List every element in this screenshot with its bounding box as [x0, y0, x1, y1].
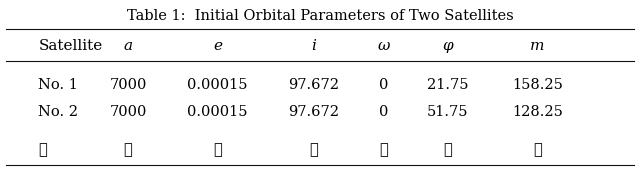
Text: 158.25: 158.25 — [512, 78, 563, 92]
Text: a: a — [124, 39, 132, 53]
Text: i: i — [311, 39, 316, 53]
Text: 0.00015: 0.00015 — [188, 78, 248, 92]
Text: Table 1:  Initial Orbital Parameters of Two Satellites: Table 1: Initial Orbital Parameters of T… — [127, 9, 513, 23]
Text: 21.75: 21.75 — [428, 78, 468, 92]
Text: No. 2: No. 2 — [38, 106, 79, 119]
Text: ⋯: ⋯ — [533, 144, 542, 157]
Text: 51.75: 51.75 — [428, 106, 468, 119]
Text: φ: φ — [443, 39, 453, 53]
Text: ⋯: ⋯ — [309, 144, 318, 157]
Text: m: m — [531, 39, 545, 53]
Text: 0: 0 — [380, 78, 388, 92]
Text: 97.672: 97.672 — [288, 106, 339, 119]
Text: Satellite: Satellite — [38, 39, 102, 53]
Text: ⋯: ⋯ — [444, 144, 452, 157]
Text: ⋯: ⋯ — [213, 144, 222, 157]
Text: ω: ω — [378, 39, 390, 53]
Text: 7000: 7000 — [109, 78, 147, 92]
Text: 128.25: 128.25 — [512, 106, 563, 119]
Text: 0.00015: 0.00015 — [188, 106, 248, 119]
Text: 97.672: 97.672 — [288, 78, 339, 92]
Text: ⋯: ⋯ — [380, 144, 388, 157]
Text: 0: 0 — [380, 106, 388, 119]
Text: 7000: 7000 — [109, 106, 147, 119]
Text: ⋯: ⋯ — [38, 144, 47, 157]
Text: ⋯: ⋯ — [124, 144, 132, 157]
Text: e: e — [213, 39, 222, 53]
Text: No. 1: No. 1 — [38, 78, 78, 92]
